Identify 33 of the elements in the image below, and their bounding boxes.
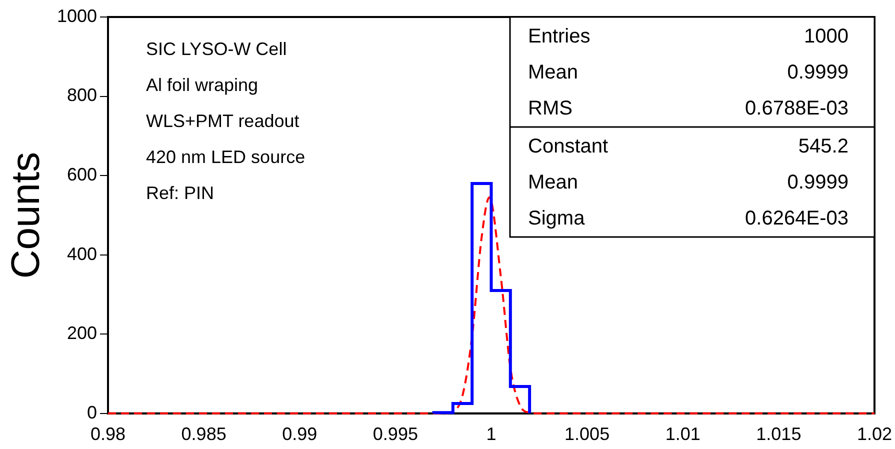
- annotation: Mean: [528, 62, 578, 84]
- annotation: 0.6788E-03: [745, 98, 848, 120]
- annotation: 0.6264E-03: [745, 208, 848, 230]
- x-tick-label: 0.98: [90, 424, 126, 444]
- annotation: RMS: [528, 98, 572, 120]
- x-tick-label: 1.005: [564, 424, 610, 444]
- y-tick-label: 400: [66, 244, 97, 264]
- annotation: Sigma: [528, 208, 586, 230]
- y-tick-label: 0: [86, 402, 97, 422]
- x-tick-label: 1.015: [756, 424, 802, 444]
- y-axis-title: Counts: [4, 152, 48, 279]
- annotation: 1000: [804, 26, 848, 48]
- x-tick-label: 0.99: [282, 424, 318, 444]
- x-tick-label: 0.995: [372, 424, 418, 444]
- y-tick-label: 600: [66, 164, 97, 185]
- x-tick-label: 1: [486, 424, 496, 444]
- annotation: Constant: [528, 136, 608, 158]
- x-tick-label: 1.01: [665, 424, 700, 444]
- annotation: SIC LYSO-W Cell: [146, 38, 287, 59]
- annotation: 545.2: [798, 136, 848, 158]
- annotation: Entries: [528, 26, 590, 48]
- x-tick-label: 1.02: [856, 424, 892, 444]
- annotation: Al foil wraping: [146, 74, 258, 95]
- annotation: 0.9999: [787, 172, 848, 194]
- annotation: Mean: [528, 172, 578, 194]
- annotation: 0.9999: [787, 62, 848, 84]
- x-tick-label: 0.985: [181, 424, 226, 444]
- annotation: 420 nm LED source: [146, 146, 306, 167]
- y-tick-label: 1000: [56, 6, 97, 26]
- y-tick-label: 800: [66, 85, 97, 106]
- annotation: Ref: PIN: [146, 182, 214, 203]
- annotation: WLS+PMT readout: [146, 110, 300, 131]
- y-tick-label: 200: [66, 323, 97, 344]
